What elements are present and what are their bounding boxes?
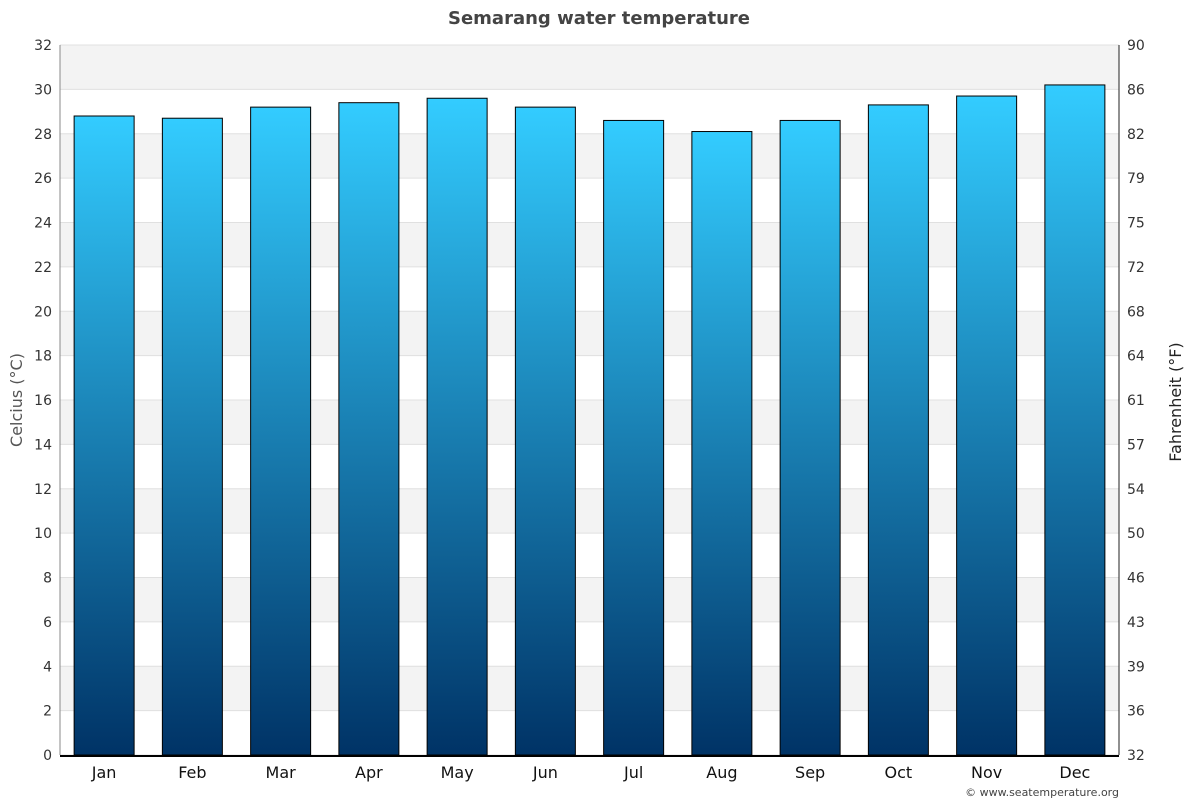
y-tick-label-left: 30	[34, 82, 52, 98]
bar-feb[interactable]	[161, 117, 223, 756]
x-tick-label: Aug	[706, 763, 737, 782]
x-tick-label: Jul	[623, 763, 643, 782]
y-tick-label-left: 26	[34, 171, 52, 187]
y-tick-label-left: 16	[34, 393, 52, 409]
bar-jul[interactable]	[603, 119, 665, 756]
bar-sep[interactable]	[779, 119, 841, 756]
bar-dec[interactable]	[1044, 84, 1106, 756]
bar-oct[interactable]	[867, 104, 929, 756]
credit-text[interactable]: © www.seatemperature.org	[965, 786, 1119, 799]
bar-jun[interactable]	[514, 106, 576, 756]
grid-band	[60, 666, 1119, 711]
x-tick-label: Apr	[355, 763, 383, 782]
y-tick-label-right: 79	[1127, 171, 1145, 187]
x-tick-label: Jan	[91, 763, 117, 782]
y-tick-label-left: 14	[34, 437, 52, 453]
grid-band	[60, 488, 1119, 534]
bar-jan[interactable]	[73, 115, 135, 756]
y-tick-label-right: 32	[1127, 748, 1145, 764]
y-axis-label-right: Fahrenheit (°F)	[1166, 342, 1185, 461]
y-tick-label-right: 75	[1127, 216, 1145, 232]
x-tick-label: Nov	[971, 763, 1002, 782]
y-tick-label-left: 4	[43, 659, 52, 675]
y-tick-label-left: 32	[34, 38, 52, 54]
y-tick-label-left: 0	[43, 748, 52, 764]
y-tick-label-left: 22	[34, 260, 52, 276]
y-tick-label-right: 54	[1127, 482, 1145, 498]
y-tick-label-left: 8	[43, 571, 52, 587]
bar-apr[interactable]	[338, 102, 400, 756]
y-tick-label-right: 61	[1127, 393, 1145, 409]
y-tick-label-right: 86	[1127, 82, 1145, 98]
y-tick-label-right: 39	[1127, 659, 1145, 675]
y-tick-label-left: 20	[34, 304, 52, 320]
x-tick-label: Jun	[532, 763, 558, 782]
y-tick-label-left: 6	[43, 615, 52, 631]
y-axis-label-left: Celcius (°C)	[7, 353, 26, 447]
chart-title: Semarang water temperature	[448, 8, 750, 29]
bar-mar[interactable]	[250, 106, 312, 756]
y-tick-label-right: 68	[1127, 304, 1145, 320]
grid-band	[60, 222, 1119, 267]
y-tick-label-left: 10	[34, 526, 52, 542]
grid-band	[60, 400, 1119, 445]
grid-band	[60, 311, 1119, 356]
bar-aug[interactable]	[691, 131, 753, 756]
x-tick-label: Sep	[795, 763, 825, 782]
y-tick-label-left: 2	[43, 704, 52, 720]
bar-nov[interactable]	[956, 95, 1018, 756]
y-tick-label-right: 46	[1127, 571, 1145, 587]
bar-may[interactable]	[426, 97, 488, 756]
y-tick-label-right: 64	[1127, 349, 1145, 365]
y-tick-label-left: 12	[34, 482, 52, 498]
y-tick-label-right: 43	[1127, 615, 1145, 631]
x-tick-label: Dec	[1059, 763, 1090, 782]
y-tick-label-right: 57	[1127, 437, 1145, 453]
y-tick-label-right: 36	[1127, 704, 1145, 720]
y-tick-label-right: 82	[1127, 127, 1145, 143]
y-tick-label-right: 72	[1127, 260, 1145, 276]
grid-band	[60, 577, 1119, 622]
y-tick-label-left: 28	[34, 127, 52, 143]
y-tick-label-right: 50	[1127, 526, 1145, 542]
x-tick-label: Feb	[178, 763, 206, 782]
y-tick-label-left: 24	[34, 216, 52, 232]
x-tick-label: Mar	[266, 763, 297, 782]
y-tick-label-left: 18	[34, 349, 52, 365]
y-tick-label-right: 90	[1127, 38, 1145, 54]
grid-band	[60, 45, 1119, 90]
grid-band	[60, 133, 1119, 179]
x-tick-label: Oct	[885, 763, 913, 782]
x-tick-label: May	[441, 763, 474, 782]
